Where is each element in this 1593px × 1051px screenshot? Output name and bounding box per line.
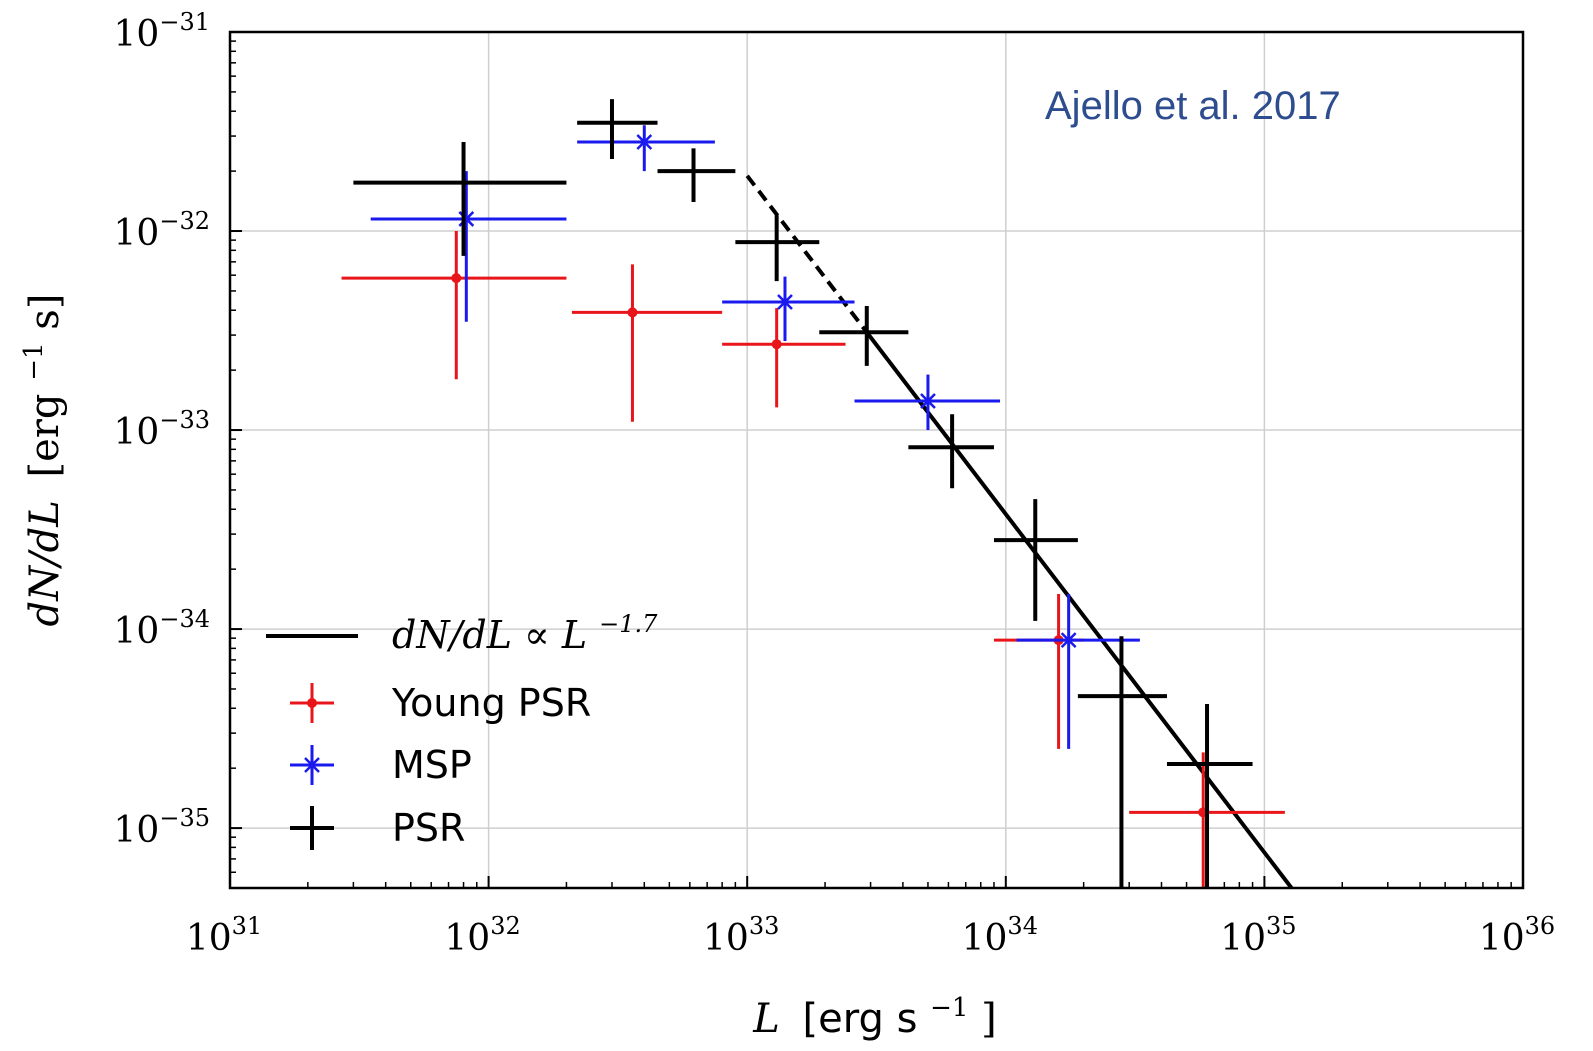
model-line-solid [865,331,1295,888]
y-axis-unit-a: [erg [22,393,68,477]
x-axis-unit-exp: −1 [930,993,968,1023]
x-tick-label: 1033 [703,912,779,959]
x-tick-base: 10 [1220,918,1266,959]
y-axis-title: dN/dL [erg −1 s] [6,294,68,627]
x-tick-label: 1034 [962,912,1038,959]
legend-young-psr-marker [290,683,334,723]
y-tick-label: 10−34 [114,605,210,652]
msp-point [722,276,855,342]
legend-model-main: dN/dL ∝ L [392,613,587,657]
y-tick-exp: −31 [159,8,210,36]
model-line-dashed [745,174,869,334]
legend-model-label: dN/dL ∝ L −1.7 [392,610,658,657]
y-tick-base: 10 [114,213,160,254]
plot-area [341,99,1295,888]
y-tick-exp: −34 [159,605,210,633]
x-tick-exp: 31 [232,912,263,940]
x-tick-base: 10 [444,918,490,959]
x-tick-base: 10 [1479,918,1525,959]
x-tick-base: 10 [703,918,749,959]
y-tick-label: 10−33 [114,406,210,453]
x-tick-label: 1032 [444,912,520,959]
young-psr-point [993,594,1084,749]
psr-point [993,499,1078,621]
x-tick-base: 10 [186,918,232,959]
msp-marker [636,134,653,150]
legend-young-psr-label: Young PSR [391,681,591,725]
x-tick-label: 1036 [1479,912,1555,959]
psr-point [353,142,567,256]
msp-marker [1060,632,1077,648]
psr-point [908,414,994,489]
x-tick-exp: 32 [490,912,521,940]
psr-point [735,215,820,282]
psr-point [577,99,658,160]
msp-point [1016,594,1140,749]
msp-point [370,171,567,322]
plot-frame [228,30,1525,890]
x-tick-label: 1031 [186,912,262,959]
annotation-text: Ajello et al. 2017 [1045,84,1341,128]
y-tick-base: 10 [114,810,160,851]
x-tick-exp: 33 [749,912,780,940]
y-tick-label: 10−31 [114,8,210,55]
y-tick-label: 10−32 [114,207,210,254]
x-tick-label: 1035 [1220,912,1296,959]
x-axis-var: L [752,996,780,1042]
legend-msp-label: MSP [392,743,472,787]
x-axis-unit-a: [erg s [803,996,918,1042]
y-tick-exp: −35 [159,804,210,832]
y-tick-exp: −33 [159,406,210,434]
msp-marker [920,393,936,409]
x-axis-title: L [erg s −1 ] [752,980,997,1042]
legend-msp-marker [290,745,334,785]
legend-psr-marker [290,806,334,850]
young-psr-point [722,308,846,408]
y-tick-exp: −32 [159,207,210,235]
msp-point [854,374,1001,431]
x-tick-exp: 35 [1266,912,1297,940]
msp-marker [777,294,793,310]
young-psr-point [341,231,567,380]
y-tick-base: 10 [114,611,160,652]
psr-point [1166,704,1253,888]
x-tick-exp: 36 [1525,912,1556,940]
x-tick-base: 10 [962,918,1008,959]
y-tick-base: 10 [114,14,160,55]
young-psr-point [571,264,723,422]
y-tick-label: 10−35 [114,804,210,851]
y-axis-unit-exp: −1 [19,342,49,380]
psr-point [819,306,909,366]
msp-point [577,125,715,172]
legend-model-exp: −1.7 [599,610,658,638]
young-psr-marker [627,307,638,318]
axis-ticks [229,31,1524,888]
y-axis-var: dN/dL [22,500,68,626]
psr-point [1077,636,1167,888]
y-tick-base: 10 [114,412,160,453]
young-psr-marker [771,339,782,350]
young-psr-marker [451,273,462,284]
tick-labels: 1031 1032 1033 1034 1035 103610−3110−3210−331… [114,8,1556,959]
x-axis-unit-b: ] [981,996,997,1042]
legend-psr-label: PSR [392,806,465,850]
grid [230,32,1523,888]
psr-point [657,148,736,202]
y-axis-unit-b: s] [22,294,68,330]
x-tick-exp: 34 [1007,912,1038,940]
legend: dN/dL ∝ L −1.7 Young PSR MSP PSR [266,610,658,850]
